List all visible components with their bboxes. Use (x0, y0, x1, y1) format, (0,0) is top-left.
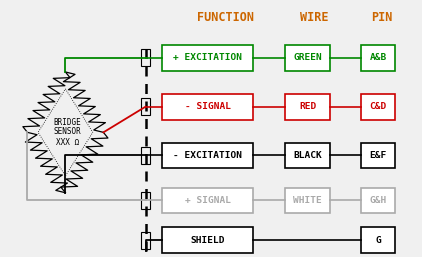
Text: + SIGNAL: + SIGNAL (185, 196, 231, 205)
FancyBboxPatch shape (361, 143, 395, 168)
Text: XXX Ω: XXX Ω (56, 138, 79, 147)
FancyBboxPatch shape (361, 45, 395, 71)
Text: - SIGNAL: - SIGNAL (185, 102, 231, 111)
FancyBboxPatch shape (141, 49, 150, 66)
Text: C&D: C&D (370, 102, 387, 111)
Text: FUNCTION: FUNCTION (197, 12, 254, 24)
Text: G: G (375, 236, 381, 245)
Text: BLACK: BLACK (293, 151, 322, 160)
FancyBboxPatch shape (141, 147, 150, 164)
Text: SENSOR: SENSOR (54, 126, 81, 136)
FancyBboxPatch shape (162, 94, 253, 120)
FancyBboxPatch shape (285, 94, 330, 120)
FancyBboxPatch shape (162, 227, 253, 253)
Text: RED: RED (299, 102, 316, 111)
FancyBboxPatch shape (361, 227, 395, 253)
FancyBboxPatch shape (141, 232, 150, 249)
FancyBboxPatch shape (285, 45, 330, 71)
FancyBboxPatch shape (162, 45, 253, 71)
FancyBboxPatch shape (361, 188, 395, 213)
FancyBboxPatch shape (361, 94, 395, 120)
FancyBboxPatch shape (141, 98, 150, 115)
Text: + EXCITATION: + EXCITATION (173, 53, 242, 62)
Text: BRIDGE: BRIDGE (54, 117, 81, 127)
Text: WHITE: WHITE (293, 196, 322, 205)
Text: - EXCITATION: - EXCITATION (173, 151, 242, 160)
Text: WIRE: WIRE (300, 12, 329, 24)
Text: E&F: E&F (370, 151, 387, 160)
FancyBboxPatch shape (285, 143, 330, 168)
Text: PIN: PIN (371, 12, 392, 24)
Text: SHIELD: SHIELD (191, 236, 225, 245)
Text: GREEN: GREEN (293, 53, 322, 62)
Text: A&B: A&B (370, 53, 387, 62)
FancyBboxPatch shape (285, 188, 330, 213)
Text: G&H: G&H (370, 196, 387, 205)
FancyBboxPatch shape (162, 188, 253, 213)
FancyBboxPatch shape (162, 143, 253, 168)
FancyBboxPatch shape (141, 192, 150, 209)
